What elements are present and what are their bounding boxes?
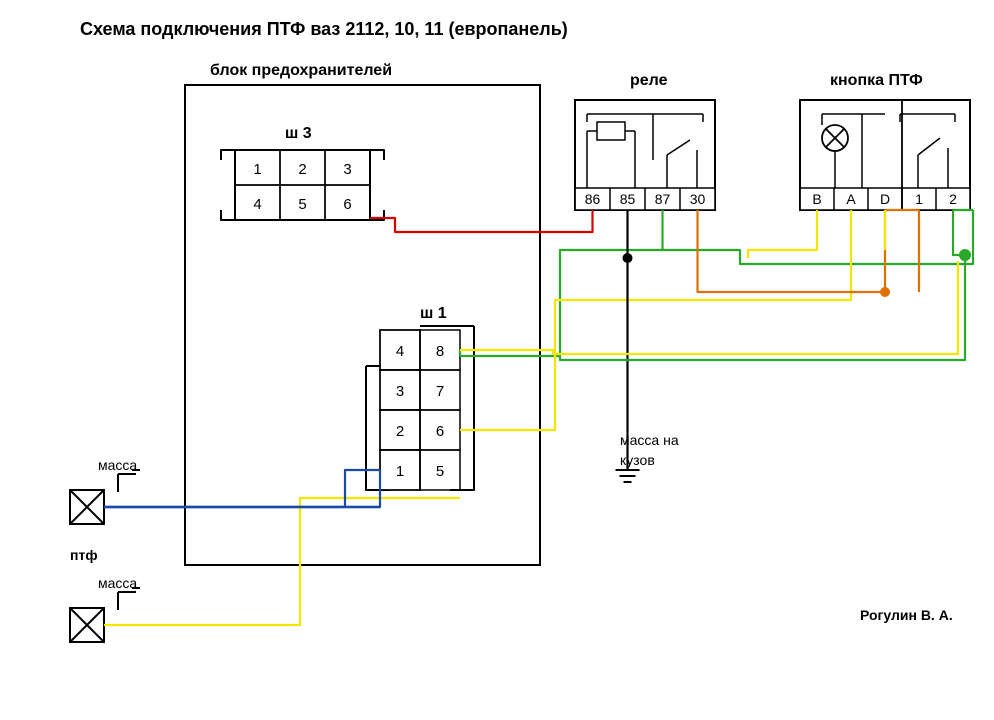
- sh1-pin: 8: [436, 343, 444, 360]
- button-pin: 1: [915, 191, 923, 207]
- sh3-pin: 2: [298, 161, 306, 178]
- button-pin: 2: [949, 191, 957, 207]
- mass-label: масса: [98, 457, 137, 473]
- sh3-label: ш 3: [285, 125, 312, 142]
- sh3-pin: 1: [253, 161, 261, 178]
- button-pin: A: [846, 191, 856, 207]
- wire-blue: [104, 470, 380, 507]
- wire-red: [370, 210, 593, 232]
- wire: [918, 138, 940, 155]
- sh1-label: ш 1: [420, 305, 447, 322]
- mass-body-label: кузов: [620, 452, 655, 468]
- sh3-pin: 3: [343, 161, 351, 178]
- wire-yellow: [460, 210, 851, 430]
- button-pin: D: [880, 191, 890, 207]
- relay-pin: 87: [655, 191, 671, 207]
- sh1-pin: 6: [436, 423, 444, 440]
- ptf-label: птф: [70, 547, 98, 563]
- wire-green: [560, 255, 965, 360]
- relay-label: реле: [630, 72, 668, 89]
- relay-pin: 86: [585, 191, 601, 207]
- wire-green: [953, 210, 965, 255]
- diagram-title: Схема подключения ПТФ ваз 2112, 10, 11 (…: [80, 19, 568, 39]
- wire-yellow: [460, 261, 958, 354]
- wire-yellow: [748, 210, 817, 258]
- wire-yellow: [104, 498, 460, 625]
- wire: [667, 140, 690, 155]
- sh1-pin: 7: [436, 383, 444, 400]
- sh3-pin: 4: [253, 196, 261, 213]
- mass-body-label: масса на: [620, 432, 679, 448]
- fusebox-label: блок предохранителей: [210, 62, 392, 79]
- sh1-pin: 5: [436, 463, 444, 480]
- button-pin: B: [812, 191, 821, 207]
- sh1-pin: 2: [396, 423, 404, 440]
- sh1-pin: 3: [396, 383, 404, 400]
- wiring-diagram: Схема подключения ПТФ ваз 2112, 10, 11 (…: [0, 0, 994, 720]
- button-label: кнопка ПТФ: [830, 72, 923, 89]
- relay-pin: 85: [620, 191, 636, 207]
- sh1-pin: 1: [396, 463, 404, 480]
- mass-label: масса: [98, 575, 137, 591]
- sh3-pin: 5: [298, 196, 306, 213]
- author-label: Рогулин В. А.: [860, 607, 953, 623]
- sh1-pin: 4: [396, 343, 404, 360]
- sh3-pin: 6: [343, 196, 351, 213]
- relay-pin: 30: [690, 191, 706, 207]
- wire-blue: [104, 470, 380, 507]
